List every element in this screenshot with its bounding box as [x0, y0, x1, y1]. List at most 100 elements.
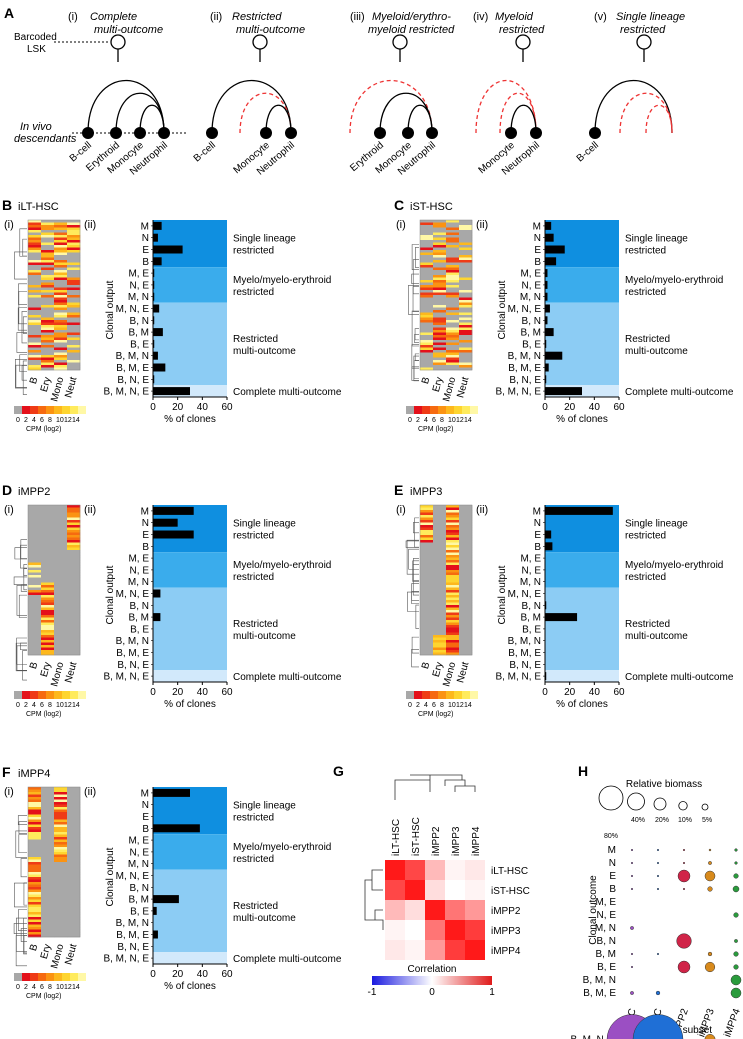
heat-cell	[420, 327, 434, 331]
scale-tick: 14	[464, 702, 472, 709]
heat-cell	[67, 555, 81, 558]
leaf-node	[402, 127, 414, 139]
heat-cell	[41, 907, 55, 910]
heat-cell	[28, 797, 42, 800]
heat-cell	[420, 290, 434, 293]
heat-cell	[67, 587, 81, 591]
leaf-node	[530, 127, 542, 139]
heat-cell	[67, 302, 81, 306]
heat-cell	[459, 575, 473, 578]
heat-cell	[446, 517, 460, 521]
heat-cell	[446, 280, 460, 283]
heat-cell	[67, 907, 81, 910]
corr-cell	[405, 860, 425, 880]
heat-cell	[28, 854, 42, 858]
heat-cell	[54, 232, 68, 236]
heat-cell	[28, 819, 42, 823]
heat-cell	[54, 829, 68, 833]
heat-cell	[433, 367, 447, 371]
heat-cell	[420, 220, 434, 223]
heat-cell	[41, 652, 55, 656]
scale-swatch	[438, 406, 446, 414]
dendrogram	[412, 564, 419, 596]
heat-cell	[41, 932, 55, 935]
panel-sub: (ii)	[84, 219, 96, 231]
heat-cell	[446, 330, 460, 333]
h-row-label: B, E	[597, 962, 616, 973]
x-tick-label: 60	[221, 402, 233, 413]
group-band	[153, 952, 227, 964]
biomass-point	[632, 1014, 684, 1039]
heat-cell	[54, 522, 68, 526]
heat-cell	[28, 310, 42, 313]
heat-cell	[41, 320, 55, 323]
category-label: B, N, E	[509, 660, 541, 671]
heat-cell	[54, 507, 68, 511]
heat-cell	[28, 630, 42, 633]
panel-label: C	[394, 197, 404, 213]
h-row-label: N, E	[597, 910, 617, 921]
scale-swatch	[70, 691, 78, 699]
heat-cell	[420, 635, 434, 638]
heat-cell	[433, 627, 447, 631]
heat-cell	[41, 537, 55, 541]
heat-cell	[28, 237, 42, 241]
heat-cell	[54, 592, 68, 596]
heat-cell	[54, 834, 68, 838]
heat-cell	[28, 617, 42, 621]
heat-cell	[420, 227, 434, 231]
y-axis-label: Clonal output	[497, 565, 508, 624]
panel-title: iLT-HSC	[18, 201, 59, 213]
heat-cell	[54, 265, 68, 268]
heat-cell	[420, 270, 434, 273]
group-label: Complete multi-outcome	[233, 387, 342, 398]
heat-cell	[446, 282, 460, 286]
heat-cell	[420, 522, 434, 526]
root-label: Barcoded	[14, 32, 57, 43]
heat-cell	[459, 510, 473, 513]
heat-cell	[67, 287, 81, 291]
heat-cell	[41, 892, 55, 895]
heat-cell	[54, 794, 68, 798]
heat-cell	[67, 807, 81, 810]
heat-cell	[67, 832, 81, 835]
heat-cell	[67, 520, 81, 523]
heat-cell	[67, 585, 81, 588]
heat-col-label: B	[28, 661, 40, 671]
scale-tick: 10	[56, 702, 64, 709]
heat-cell	[420, 242, 434, 246]
heat-cell	[420, 345, 434, 348]
heat-cell	[41, 852, 55, 855]
scale-swatch	[470, 691, 478, 699]
heat-cell	[446, 270, 460, 273]
heat-cell	[420, 252, 434, 256]
heat-cell	[54, 792, 68, 795]
heat-cell	[420, 285, 434, 288]
heat-cell	[446, 337, 460, 341]
dendrogram	[412, 560, 419, 582]
heat-cell	[67, 615, 81, 618]
heat-cell	[67, 650, 81, 653]
bar	[153, 280, 155, 289]
heat-cell	[67, 869, 81, 873]
heat-cell	[54, 839, 68, 843]
bar	[153, 906, 157, 915]
heat-cell	[28, 347, 42, 351]
heat-cell	[433, 240, 447, 243]
heat-cell	[420, 512, 434, 516]
category-label: M	[533, 506, 541, 517]
category-label: M, E	[128, 836, 149, 847]
heat-cell	[420, 570, 434, 573]
heat-cell	[67, 227, 81, 231]
heat-cell	[433, 237, 447, 241]
heat-cell	[41, 914, 55, 918]
biomass-point	[677, 869, 691, 883]
heat-cell	[459, 560, 473, 563]
heat-cell	[28, 325, 42, 328]
heat-cell	[54, 255, 68, 258]
dendrogram	[411, 591, 419, 601]
heat-cell	[28, 914, 42, 918]
heat-cell	[28, 572, 42, 576]
heat-cell	[41, 882, 55, 885]
heat-cell	[446, 350, 460, 353]
